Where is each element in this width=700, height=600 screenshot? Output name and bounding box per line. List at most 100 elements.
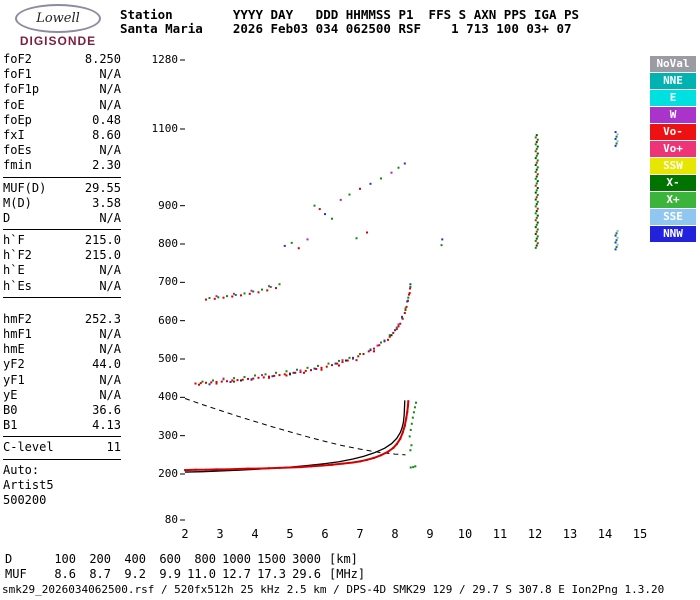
scale-value: 9.2 bbox=[124, 566, 146, 581]
param-row-b1: B1 4.13 bbox=[3, 418, 121, 433]
param-divider bbox=[3, 458, 121, 460]
y-axis-label: 200 bbox=[158, 467, 178, 480]
y-axis-label: 80 bbox=[164, 513, 178, 526]
scale-value: 200 bbox=[89, 552, 111, 566]
param-value: N/A bbox=[99, 342, 121, 357]
param-label: Auto: bbox=[3, 462, 40, 477]
param-group: h`F 215.0 h`F2 215.0 h`E N/A h`Es N/A bbox=[3, 233, 121, 294]
param-row-fxi: fxI 8.60 bbox=[3, 128, 121, 143]
param-value: N/A bbox=[99, 278, 121, 293]
scale-unit: [MHz] bbox=[329, 566, 366, 581]
f-trace-3hop-green bbox=[208, 283, 281, 300]
lowell-digisonde-logo: Lowell DIGISONDE bbox=[6, 4, 110, 48]
y-axis-label: 1100 bbox=[151, 122, 179, 135]
x-axis-label: 6 bbox=[321, 527, 329, 541]
param-label: fxI bbox=[3, 127, 25, 142]
scale-value: 1000 bbox=[222, 552, 251, 566]
color-legend: NoVal NNE E W Vo- Vo+ SSW X- X+ SSE NNW bbox=[650, 56, 696, 243]
scale-value: 100 bbox=[54, 552, 76, 566]
x-axis-label: 9 bbox=[426, 527, 434, 541]
legend-item-w: W bbox=[650, 107, 696, 123]
param-label: yF1 bbox=[3, 372, 25, 387]
f-trace-2hop-magenta bbox=[222, 323, 400, 380]
param-label: C-level bbox=[3, 440, 54, 455]
param-value: 8.60 bbox=[92, 127, 121, 142]
param-label: foE bbox=[3, 97, 25, 112]
isolated-echo-9mhz bbox=[440, 238, 444, 247]
param-row-hme: hmE N/A bbox=[3, 342, 121, 357]
param-divider bbox=[3, 229, 121, 231]
param-label: hmF1 bbox=[3, 327, 32, 341]
param-label: foF1 bbox=[3, 67, 32, 82]
param-value: 36.6 bbox=[92, 402, 121, 417]
x-axis-label: 13 bbox=[562, 527, 578, 541]
muf-distance-table: D 100 200 400 600 800 1000 1500 3000 [km] MUF 8.6 8.… bbox=[5, 552, 365, 581]
param-divider bbox=[3, 176, 121, 178]
param-value: N/A bbox=[99, 210, 121, 225]
y-axis-label: 700 bbox=[158, 275, 178, 289]
param-label: foF2 bbox=[3, 52, 32, 66]
param-row-auto: Auto: bbox=[3, 463, 121, 478]
muf-transmission-curve bbox=[184, 398, 406, 456]
param-label: h`Es bbox=[3, 278, 32, 293]
scale-unit: [km] bbox=[329, 552, 358, 566]
scale-value: 11.0 bbox=[187, 566, 216, 581]
param-value: 2.30 bbox=[92, 158, 121, 173]
legend-item-ssw: SSW bbox=[650, 158, 696, 174]
artist-profile-trace bbox=[184, 400, 406, 473]
param-value: N/A bbox=[99, 372, 121, 387]
f-trace-3hop-magenta bbox=[215, 285, 270, 298]
param-value: N/A bbox=[99, 97, 121, 112]
param-label: foEs bbox=[3, 143, 32, 158]
f-trace-2hop-dark bbox=[240, 334, 393, 382]
param-row-fof1p: foF1p N/A bbox=[3, 82, 121, 97]
x-axis-label: 14 bbox=[597, 527, 613, 541]
param-row-clevel: C-level 11 bbox=[3, 440, 121, 455]
param-label: B1 bbox=[3, 418, 18, 433]
param-value: 29.55 bbox=[84, 180, 121, 195]
legend-item-noval: NoVal bbox=[650, 56, 696, 72]
logo-lowell-text: Lowell bbox=[36, 11, 80, 26]
param-value: 4.13 bbox=[92, 418, 121, 433]
x-axis-label: 3 bbox=[216, 527, 224, 541]
scale-value: 400 bbox=[124, 552, 146, 566]
param-label: M(D) bbox=[3, 195, 32, 210]
f-trace-1hop-o bbox=[184, 400, 410, 472]
muf-row: MUF 8.6 8.7 9.2 9.9 11.0 12.7 17.3 29.6 [MHz] bbox=[5, 567, 365, 582]
param-row-hmf1: hmF1 N/A bbox=[3, 327, 121, 342]
f-trace-2hop bbox=[194, 287, 412, 385]
param-value: N/A bbox=[99, 387, 121, 402]
f-trace-2hop-red2 bbox=[198, 292, 411, 386]
param-row-foes: foEs N/A bbox=[3, 143, 121, 158]
legend-item-nne: NNE bbox=[650, 73, 696, 89]
param-row-fof1: foF1 N/A bbox=[3, 67, 121, 82]
f-trace-1hop-x bbox=[408, 401, 417, 469]
distance-row: D 100 200 400 600 800 1000 1500 3000 [km] bbox=[5, 552, 365, 567]
param-row-ye: yE N/A bbox=[3, 388, 121, 403]
param-label: h`F bbox=[3, 233, 25, 248]
param-value: N/A bbox=[99, 67, 121, 82]
scale-value: 12.7 bbox=[222, 566, 251, 581]
param-value: 3.58 bbox=[92, 195, 121, 210]
y-axis-label: 900 bbox=[158, 198, 178, 212]
scale-value: 8.6 bbox=[54, 566, 76, 581]
scale-value: 9.9 bbox=[159, 566, 181, 581]
legend-item-x-: X- bbox=[650, 175, 696, 191]
scale-value: 1500 bbox=[257, 552, 286, 566]
param-row-fof2: foF2 8.250 bbox=[3, 52, 121, 67]
f-trace-2hop-blue bbox=[208, 283, 412, 386]
param-label: hmE bbox=[3, 342, 25, 357]
param-group: C-level 11 bbox=[3, 440, 121, 455]
param-row-fmin: fmin 2.30 bbox=[3, 158, 121, 173]
param-row-hes: h`Es N/A bbox=[3, 279, 121, 294]
param-group: MUF(D) 29.55 M(D) 3.58 D N/A bbox=[3, 181, 121, 227]
param-row-md: M(D) 3.58 bbox=[3, 196, 121, 211]
param-label: h`F2 bbox=[3, 248, 32, 263]
scale-value: 800 bbox=[194, 552, 216, 566]
legend-item-x+: X+ bbox=[650, 192, 696, 208]
scale-label: MUF bbox=[5, 566, 27, 581]
param-divider bbox=[3, 436, 121, 438]
